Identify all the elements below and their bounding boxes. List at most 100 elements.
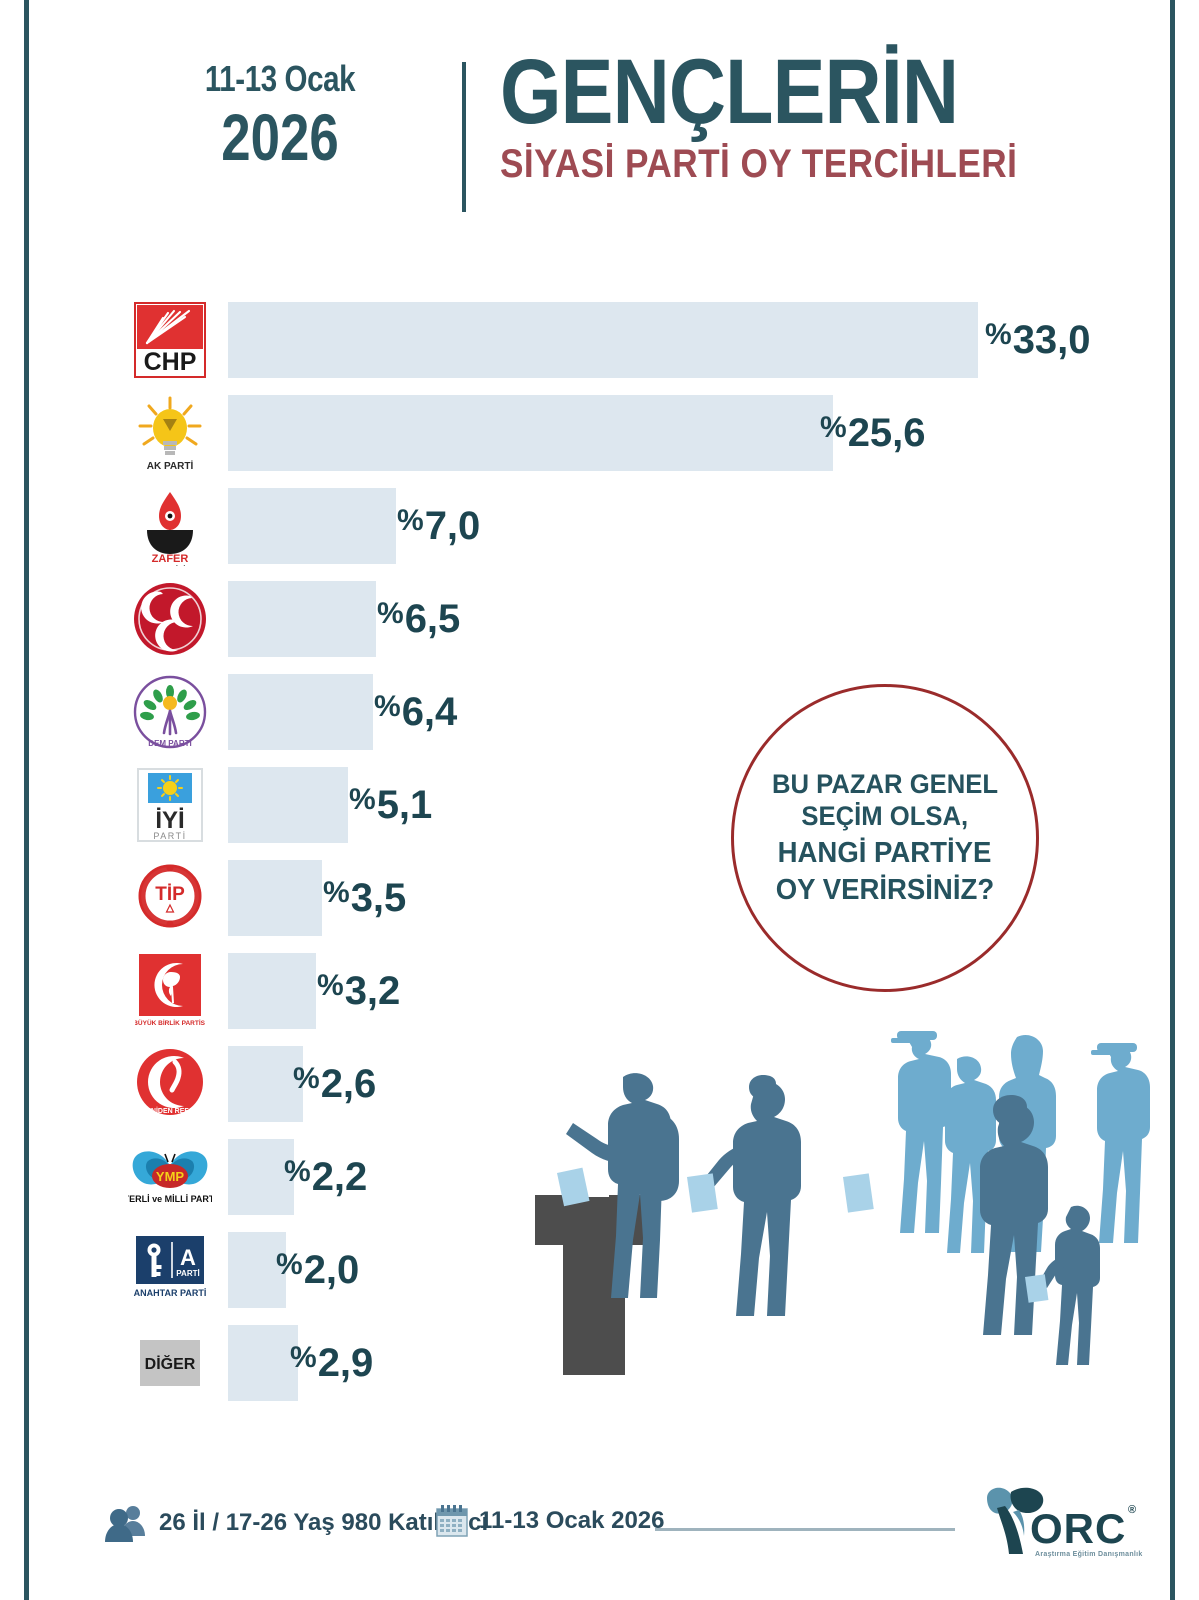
header-date-block: 11-13 Ocak 2026 xyxy=(150,58,410,174)
bar-row-bbp: BÜYÜK BİRLİK PARTİSİ % 3,2 xyxy=(0,947,1199,1040)
header: 11-13 Ocak 2026 GENÇLERİN SİYASİ PARTİ O… xyxy=(0,41,1199,228)
tip-logo: TİP xyxy=(128,854,212,942)
page-title: GENÇLERİN xyxy=(500,41,959,143)
orc-registered-mark: ® xyxy=(1128,1504,1137,1516)
svg-text:BÜYÜK BİRLİK PARTİSİ: BÜYÜK BİRLİK PARTİSİ xyxy=(135,1018,205,1027)
bar-value-yrp: % 2,6 xyxy=(293,1061,377,1106)
svg-text:TİP: TİP xyxy=(155,884,185,905)
bar-fill xyxy=(228,1139,294,1215)
svg-text:ANAHTAR PARTİ: ANAHTAR PARTİ xyxy=(134,1288,207,1298)
bar-value-diger: % 2,9 xyxy=(290,1340,374,1385)
bar-value-mhp: % 6,5 xyxy=(377,596,461,641)
bar-value-zafer: % 7,0 xyxy=(397,503,481,548)
bbp-logo: BÜYÜK BİRLİK PARTİSİ xyxy=(128,947,212,1035)
bar-fill xyxy=(228,302,978,378)
akparti-logo-icon: AK PARTİ xyxy=(138,396,202,472)
bar-fill xyxy=(228,674,373,750)
people-icon xyxy=(105,1504,149,1542)
value-text: 25,6 xyxy=(847,410,926,455)
anahtar-logo-icon: A PARTİ ANAHTAR PARTİ xyxy=(134,1236,207,1298)
footer-date: 11-13 Ocak 2026 xyxy=(435,1504,665,1538)
question-callout: BU PAZAR GENEL SEÇİM OLSA, HANGİ PARTİYE… xyxy=(731,684,1039,992)
bar-value-ymp: % 2,2 xyxy=(284,1154,368,1199)
orc-tagline: Araştırma Eğitim Danışmanlık xyxy=(1035,1551,1143,1558)
value-text: 3,5 xyxy=(350,875,407,920)
bar-fill xyxy=(228,581,376,657)
bar-row-diger: DİĞER % 2,9 xyxy=(0,1319,1199,1412)
orc-logo-mark xyxy=(987,1487,1044,1554)
bar-value-tip: % 3,5 xyxy=(323,875,407,920)
svg-text:CHP: CHP xyxy=(144,348,197,376)
bar-value-bbp: % 3,2 xyxy=(317,968,401,1013)
bar-row-dem: DEM PARTİ % 6,4 xyxy=(0,668,1199,761)
mhp-logo-icon xyxy=(134,583,206,655)
zafer-logo: ZAFER PARTİSİ xyxy=(128,482,212,570)
orc-logo xyxy=(975,1478,1135,1564)
value-text: 2,9 xyxy=(317,1340,374,1385)
bar-fill xyxy=(228,1325,298,1401)
ymp-logo-icon: YMP YERLİ ve MİLLİ PARTİ xyxy=(128,1151,212,1204)
svg-text:PARTİSİ: PARTİSİ xyxy=(155,565,186,566)
voters-illustration-svg xyxy=(535,1031,1150,1375)
iyi-logo-icon: İYİ PARTİ xyxy=(137,768,203,842)
svg-text:PARTİ: PARTİ xyxy=(176,1269,199,1278)
bar-fill xyxy=(228,395,833,471)
bar-row-ymp: YMP YERLİ ve MİLLİ PARTİ %2,2 xyxy=(0,1133,1199,1226)
svg-text:PARTİ: PARTİ xyxy=(153,831,186,841)
zafer-logo-icon: ZAFER PARTİSİ xyxy=(147,492,193,566)
svg-text:AK PARTİ: AK PARTİ xyxy=(147,459,194,472)
bar-fill xyxy=(228,860,322,936)
bar-value-dem: % 6,4 xyxy=(374,689,458,734)
bar-fill xyxy=(228,953,316,1029)
value-text: 33,0 xyxy=(1012,317,1091,362)
bar-fill xyxy=(228,488,396,564)
left-border-rail xyxy=(24,0,29,1600)
svg-text:DEM PARTİ: DEM PARTİ xyxy=(148,739,191,748)
diger-logo: DİĞER xyxy=(128,1319,212,1407)
bar-fill xyxy=(228,1232,286,1308)
footer-participants: 26 İl / 17-26 Yaş 980 Katılımcı xyxy=(105,1504,488,1542)
bar-row-chp: CHP % 33,0 xyxy=(0,296,1199,389)
bar-value-anahtar: % 2,0 xyxy=(276,1247,360,1292)
callout-line-3: HANGİ PARTİYE xyxy=(778,836,992,869)
bar-row-akparti: AK PARTİ % 25,6 xyxy=(0,389,1199,482)
bbp-logo-icon: BÜYÜK BİRLİK PARTİSİ xyxy=(135,954,205,1027)
voters-illustration xyxy=(505,995,1165,1375)
callout-line-2: SEÇİM OLSA, xyxy=(801,800,969,831)
diger-logo-icon: DİĞER xyxy=(140,1340,200,1386)
bar-row-mhp: % 6,5 xyxy=(0,575,1199,668)
right-border-rail xyxy=(1170,0,1175,1600)
svg-text:YMP: YMP xyxy=(156,1169,185,1184)
svg-text:YERLİ ve MİLLİ PARTİ: YERLİ ve MİLLİ PARTİ xyxy=(128,1194,212,1204)
ymp-logo: YMP YERLİ ve MİLLİ PARTİ xyxy=(128,1133,212,1221)
value-text: 5,1 xyxy=(376,782,433,827)
orc-wordmark: ORC xyxy=(1030,1505,1127,1552)
chp-logo-icon: CHP xyxy=(134,302,206,378)
svg-text:YENİDEN REFAH: YENİDEN REFAH xyxy=(142,1107,199,1115)
footer-date-text: 11-13 Ocak 2026 xyxy=(479,1507,665,1534)
header-title-block: GENÇLERİN SİYASİ PARTİ OY TERCİHLERİ xyxy=(500,41,1100,187)
bar-row-iyi: İYİ PARTİ % 5,1 xyxy=(0,761,1199,854)
header-divider xyxy=(462,62,466,212)
header-date-range: 11-13 Ocak xyxy=(204,58,356,99)
yrp-logo: YENİDEN REFAH xyxy=(128,1040,212,1128)
value-text: 2,0 xyxy=(303,1247,360,1292)
header-year: 2026 xyxy=(221,100,339,174)
svg-text:İYİ: İYİ xyxy=(155,807,184,834)
value-text: 3,2 xyxy=(344,968,401,1013)
value-text: 2,6 xyxy=(320,1061,377,1106)
svg-text:A: A xyxy=(180,1245,196,1270)
bar-row-tip: TİP % 3,5 xyxy=(0,854,1199,947)
iyi-logo: İYİ PARTİ xyxy=(128,761,212,849)
crowd-dark-group xyxy=(557,1073,1100,1365)
bar-chart: CHP % 33,0 xyxy=(0,296,1199,1412)
bar-row-yrp: YENİDEN REFAH % 2,6 xyxy=(0,1040,1199,1133)
bar-row-zafer: ZAFER PARTİSİ %7,0 xyxy=(0,482,1199,575)
bar-value-chp: % 33,0 xyxy=(985,317,1091,362)
callout-line-1: BU PAZAR GENEL xyxy=(771,768,999,799)
dem-logo: DEM PARTİ xyxy=(128,668,212,756)
bar-value-iyi: % 5,1 xyxy=(349,782,433,827)
anahtar-logo: A PARTİ ANAHTAR PARTİ xyxy=(128,1226,212,1314)
mhp-logo xyxy=(128,575,212,663)
